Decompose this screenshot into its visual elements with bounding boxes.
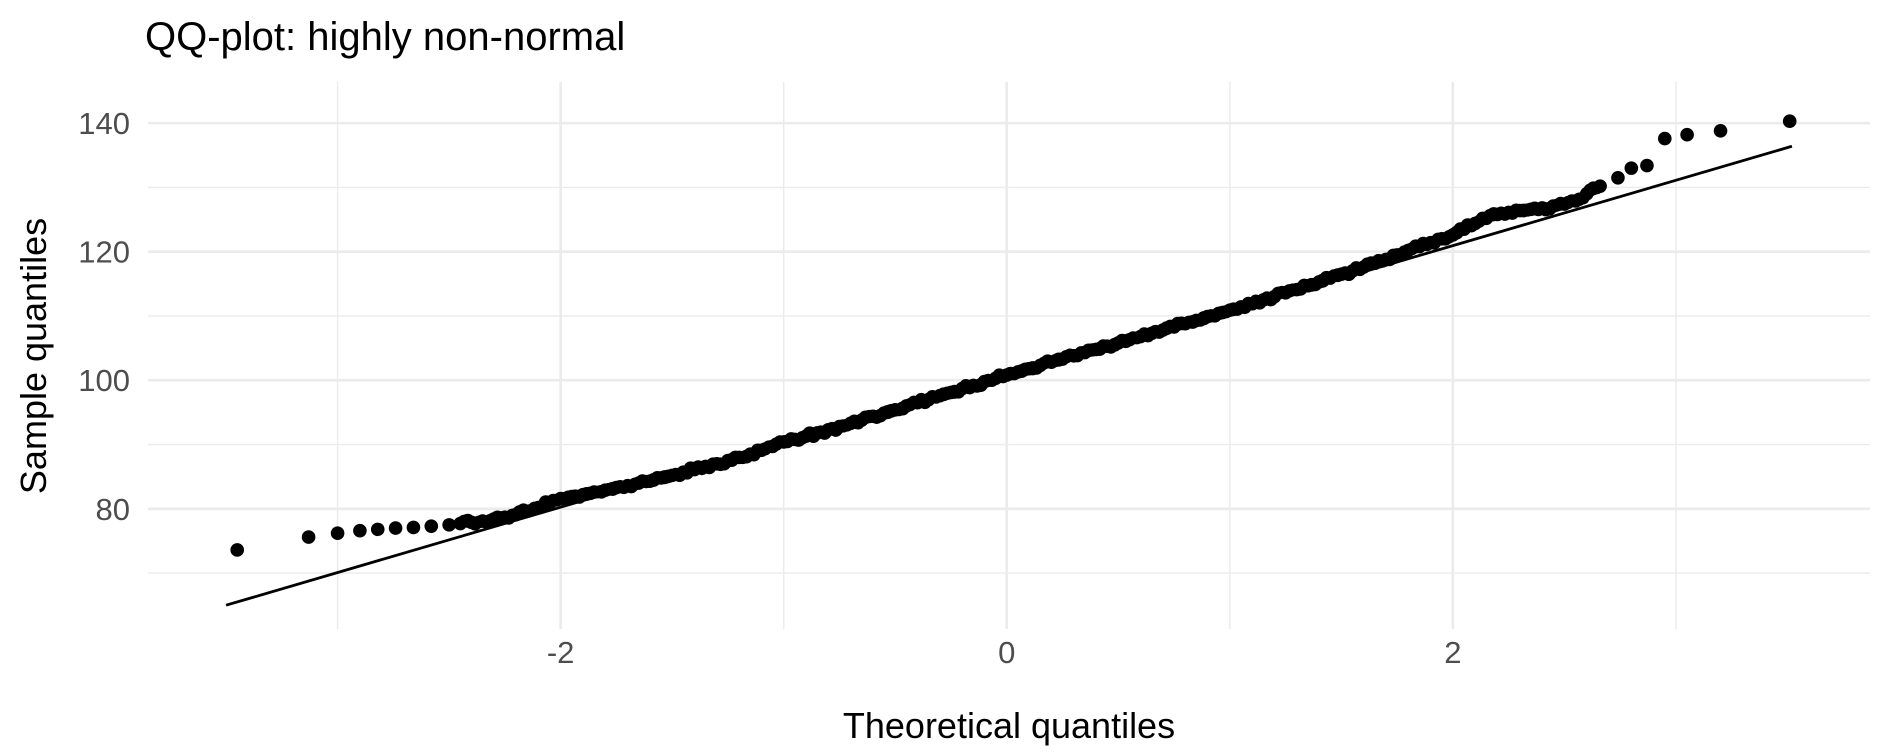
data-point xyxy=(1640,158,1654,173)
data-point xyxy=(406,520,421,535)
plot-data-layer xyxy=(225,114,1797,607)
data-point xyxy=(1657,131,1672,146)
data-point xyxy=(230,543,245,557)
gridlines xyxy=(148,82,1870,629)
y-axis-title: Sample quantiles xyxy=(13,218,54,494)
y-tick-label: 140 xyxy=(78,106,130,141)
x-axis-tick-labels: -2 0 2 xyxy=(547,635,1462,670)
data-point xyxy=(330,526,345,541)
y-tick-label: 100 xyxy=(78,363,130,398)
data-point xyxy=(370,522,385,537)
data-point xyxy=(1782,114,1797,129)
data-point xyxy=(1593,179,1607,193)
y-axis-tick-labels: 80 100 120 140 xyxy=(78,106,130,527)
x-tick-label: 2 xyxy=(1444,635,1461,670)
data-point xyxy=(301,530,316,544)
data-point xyxy=(353,523,367,538)
y-tick-label: 120 xyxy=(78,235,130,270)
x-axis-title: Theoretical quantiles xyxy=(843,705,1175,746)
x-tick-label: -2 xyxy=(547,635,575,670)
data-point xyxy=(1713,124,1728,138)
data-point xyxy=(1680,127,1694,142)
data-point xyxy=(424,519,439,533)
data-point xyxy=(1624,161,1639,175)
data-point xyxy=(442,518,456,532)
data-point xyxy=(1611,170,1625,185)
y-tick-label: 80 xyxy=(96,492,130,527)
chart-title: QQ-plot: highly non-normal xyxy=(145,15,625,59)
data-point xyxy=(388,521,403,535)
x-tick-label: 0 xyxy=(998,635,1015,670)
